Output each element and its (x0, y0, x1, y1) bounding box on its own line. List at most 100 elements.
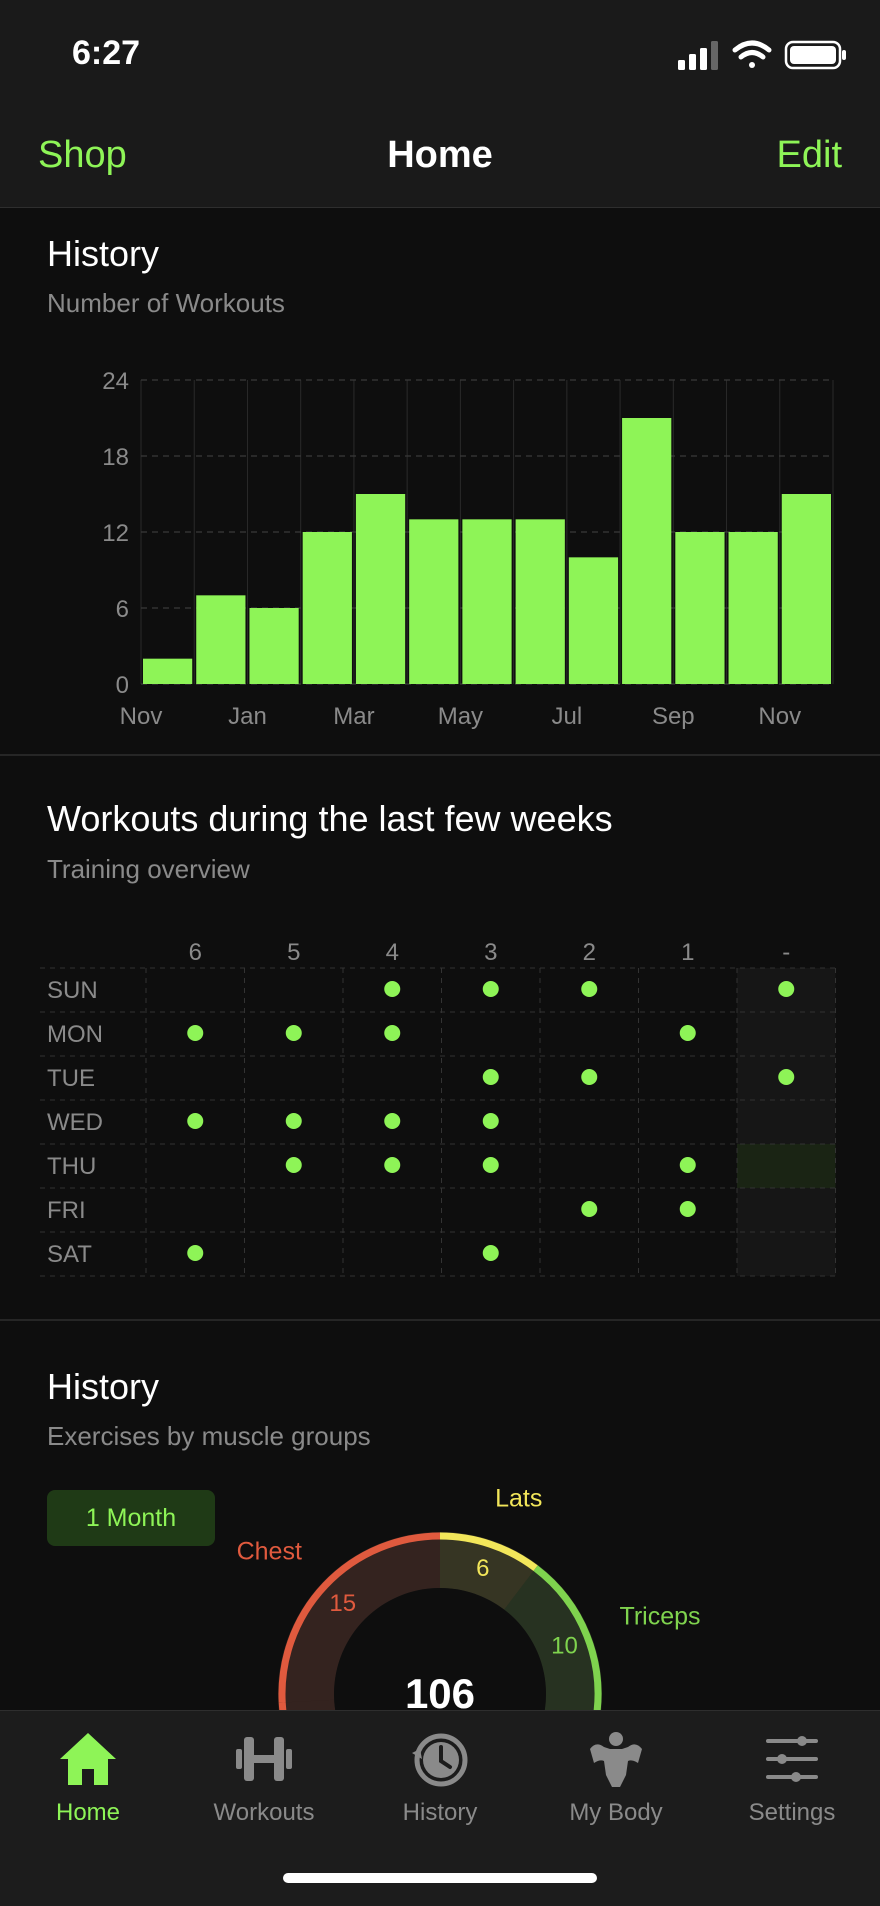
workout-dot (680, 1025, 696, 1041)
status-time: 6:27 (72, 34, 140, 73)
weekday-label: SAT (47, 1241, 92, 1268)
workout-dot (286, 1157, 302, 1173)
workout-dot (384, 1113, 400, 1129)
tab-label: My Body (528, 1799, 704, 1827)
y-tick-label: 12 (102, 520, 129, 547)
tab-label: Settings (704, 1799, 880, 1827)
cellular-signal-icon (678, 41, 718, 70)
battery-icon (786, 42, 846, 68)
gauge-name-label: Triceps (620, 1602, 701, 1630)
workout-dot (483, 1157, 499, 1173)
workout-dot (581, 1201, 597, 1217)
tab-home[interactable]: Home (0, 1711, 176, 1841)
tab-my-body[interactable]: My Body (528, 1711, 704, 1841)
bar-Mar-4 (356, 494, 405, 684)
y-tick-label: 18 (102, 444, 129, 471)
y-tick-label: 24 (102, 368, 129, 395)
page-title: Home (0, 134, 880, 177)
weekday-label: SUN (47, 977, 98, 1004)
bar-Jun-7 (516, 519, 565, 684)
workout-dot (778, 981, 794, 997)
wifi-icon (735, 43, 769, 68)
bar-Nov-12 (782, 494, 831, 684)
home-indicator (283, 1873, 597, 1883)
history-chart-card[interactable]: History Number of Workouts 0 6 12 18 24 Nov Ja… (0, 208, 880, 754)
workouts-bar-chart: 0 6 12 18 24 Nov Jan Mar May Jul Sep Nov (0, 208, 880, 754)
workout-dot (483, 981, 499, 997)
workout-dot (286, 1113, 302, 1129)
week-column-label: 4 (386, 939, 399, 966)
x-tick-label: Jan (228, 703, 267, 730)
x-tick-label: Mar (333, 703, 374, 730)
edit-button[interactable]: Edit (777, 134, 842, 177)
gauge-name-label: Lats (495, 1485, 542, 1513)
gauge-value-label: 6 (476, 1555, 489, 1582)
workout-dot (286, 1025, 302, 1041)
y-tick-label: 0 (116, 672, 129, 699)
dumbbell-icon (234, 1729, 294, 1789)
y-tick-label: 6 (116, 596, 129, 623)
tab-workouts[interactable]: Workouts (176, 1711, 352, 1841)
week-column-label: - (782, 939, 790, 966)
bar-Apr-5 (409, 519, 458, 684)
x-tick-label: Jul (552, 703, 583, 730)
tab-label: Workouts (176, 1799, 352, 1827)
clock-history-icon (410, 1729, 470, 1789)
home-icon (58, 1729, 118, 1789)
muscle-gauge-chart: 15Chest6Lats10Triceps8Biceps13Shoulder61… (0, 1310, 880, 1710)
status-icons (678, 38, 848, 72)
weekday-label: FRI (47, 1197, 86, 1224)
workout-dot (187, 1113, 203, 1129)
gauge-value-label: 15 (329, 1590, 356, 1617)
tab-history[interactable]: History (352, 1711, 528, 1841)
weekday-label: MON (47, 1021, 103, 1048)
x-tick-label: Nov (120, 703, 163, 730)
bar-Sep-10 (675, 532, 724, 684)
weeks-overview-card[interactable]: Workouts during the last few weeks Train… (0, 756, 880, 1320)
tab-label: History (352, 1799, 528, 1827)
weekday-label: THU (47, 1153, 96, 1180)
workout-dot (581, 981, 597, 997)
week-column-label: 3 (484, 939, 497, 966)
x-tick-label: May (438, 703, 483, 730)
bar-Feb-3 (303, 532, 352, 684)
workout-dot (384, 1157, 400, 1173)
workout-dot (778, 1069, 794, 1085)
bar-Jan-2 (249, 608, 298, 684)
workout-dot (483, 1245, 499, 1261)
status-bar: 6:27 (0, 0, 880, 108)
weekday-label: TUE (47, 1065, 95, 1092)
body-icon (586, 1729, 646, 1789)
workout-dot (581, 1069, 597, 1085)
sliders-icon (762, 1729, 822, 1789)
workout-dot (187, 1245, 203, 1261)
workout-dot (384, 1025, 400, 1041)
today-cell (737, 1144, 836, 1188)
workout-dot (680, 1201, 696, 1217)
bar-Oct-11 (729, 532, 778, 684)
workout-dot (384, 981, 400, 997)
gauge-value-label: 10 (551, 1632, 578, 1659)
week-column-label: 5 (287, 939, 300, 966)
x-tick-label: Sep (652, 703, 695, 730)
workout-dot (680, 1157, 696, 1173)
workout-dot (483, 1069, 499, 1085)
tab-label: Home (0, 1799, 176, 1827)
week-column-label: 1 (681, 939, 694, 966)
navigation-bar: Shop Home Edit (0, 108, 880, 208)
bar-Jul-8 (569, 557, 618, 684)
week-column-label: 2 (583, 939, 596, 966)
bar-Aug-9 (622, 418, 671, 684)
workout-dot (483, 1113, 499, 1129)
bar-Dec-1 (196, 595, 245, 684)
workout-dot (187, 1025, 203, 1041)
weekday-label: WED (47, 1109, 103, 1136)
x-tick-label: Nov (758, 703, 801, 730)
bar-May-6 (462, 519, 511, 684)
bar-Nov-0 (143, 659, 192, 684)
current-week-column (737, 968, 836, 1276)
gauge-name-label: Chest (237, 1538, 302, 1566)
tab-settings[interactable]: Settings (704, 1711, 880, 1841)
gauge-total: 106 (405, 1670, 475, 1710)
weekly-dot-grid: 6 5 4 3 2 1 -SUNMONTUEWEDTHUFRISAT (0, 756, 880, 1320)
